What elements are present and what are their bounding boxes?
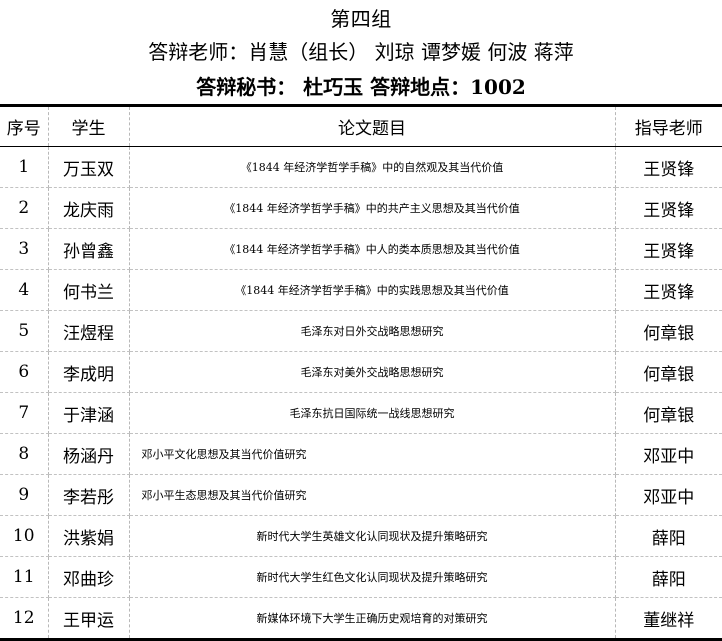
cell-thesis-title: 毛泽东对美外交战略思想研究	[129, 351, 616, 393]
column-header-index: 序号	[0, 105, 49, 147]
cell-student-name: 洪紫娟	[48, 515, 130, 557]
cell-mentor: 邓亚中	[615, 433, 722, 475]
cell-mentor: 何章银	[615, 392, 722, 434]
thesis-roster-table: 序号 学生 论文题目 指导老师 1 万玉双 《1844 年经济学哲学手稿》中的自然观…	[0, 104, 722, 641]
cell-index: 4	[0, 269, 49, 311]
cell-index: 1	[0, 146, 49, 188]
cell-index: 5	[0, 310, 49, 352]
cell-thesis-title: 《1844 年经济学哲学手稿》中的自然观及其当代价值	[129, 146, 616, 188]
defense-secretary-line: 答辩秘书： 杜巧玉 答辩地点：1002	[196, 75, 526, 99]
cell-mentor: 何章银	[615, 351, 722, 393]
table-body: 1 万玉双 《1844 年经济学哲学手稿》中的自然观及其当代价值 王贤锋 2 龙庆雨 《18…	[0, 146, 722, 640]
cell-mentor: 薛阳	[615, 556, 722, 598]
table-row: 8 杨涵丹 邓小平文化思想及其当代价值研究 邓亚中	[0, 433, 722, 475]
cell-thesis-title: 新时代大学生红色文化认同现状及提升策略研究	[129, 556, 616, 598]
cell-student-name: 龙庆雨	[48, 187, 130, 229]
table-row: 11 邓曲珍 新时代大学生红色文化认同现状及提升策略研究 薛阳	[0, 556, 722, 598]
cell-thesis-title: 《1844 年经济学哲学手稿》中的实践思想及其当代价值	[129, 269, 616, 311]
cell-index: 2	[0, 187, 49, 229]
cell-index: 3	[0, 228, 49, 270]
table-header: 序号 学生 论文题目 指导老师	[0, 105, 722, 147]
cell-index: 11	[0, 556, 49, 598]
cell-index: 9	[0, 474, 49, 516]
cell-mentor: 董继祥	[643, 610, 695, 631]
column-header-thesis-title: 论文题目	[129, 105, 616, 147]
column-header-mentor: 指导老师	[615, 105, 722, 147]
cell-thesis-title: 毛泽东对日外交战略思想研究	[129, 310, 616, 352]
cell-thesis-title: 新媒体环境下大学生正确历史观培育的对策研究	[129, 597, 616, 640]
cell-mentor: 王贤锋	[615, 228, 722, 270]
cell-student-name: 万玉双	[48, 146, 130, 188]
cell-index: 6	[0, 351, 49, 393]
cell-mentor: 何章银	[615, 310, 722, 352]
table-row: 4 何书兰 《1844 年经济学哲学手稿》中的实践思想及其当代价值 王贤锋	[0, 269, 722, 311]
cell-thesis-title: 邓小平生态思想及其当代价值研究	[129, 474, 616, 516]
table-row: 12 王甲运 新媒体环境下大学生正确历史观培育的对策研究 董继祥	[0, 597, 722, 640]
cell-student-name: 李若彤	[48, 474, 130, 516]
page-title: 第四组	[330, 7, 392, 31]
table-row: 1 万玉双 《1844 年经济学哲学手稿》中的自然观及其当代价值 王贤锋	[0, 146, 722, 188]
table-row: 2 龙庆雨 《1844 年经济学哲学手稿》中的共产主义思想及其当代价值 王贤锋	[0, 187, 722, 229]
cell-mentor: 王贤锋	[615, 146, 722, 188]
column-header-student: 学生	[48, 105, 130, 147]
cell-mentor: 邓亚中	[615, 474, 722, 516]
defense-panel-line: 答辩老师：肖慧（组长） 刘琼 谭梦媛 何波 蒋萍	[148, 40, 574, 64]
document-heading: 第四组 答辩老师：肖慧（组长） 刘琼 谭梦媛 何波 蒋萍 答辩秘书： 杜巧玉 答…	[0, 0, 722, 104]
table-row: 10 洪紫娟 新时代大学生英雄文化认同现状及提升策略研究 薛阳	[0, 515, 722, 557]
cell-index: 12	[0, 597, 49, 640]
cell-index: 8	[0, 433, 49, 475]
cell-student-name: 汪煜程	[48, 310, 130, 352]
cell-thesis-title: 新时代大学生英雄文化认同现状及提升策略研究	[129, 515, 616, 557]
cell-student-name: 于津涵	[48, 392, 130, 434]
cell-thesis-title: 毛泽东抗日国际统一战线思想研究	[129, 392, 616, 434]
cell-mentor: 王贤锋	[615, 269, 722, 311]
cell-student-name: 杨涵丹	[48, 433, 130, 475]
cell-student-name: 何书兰	[48, 269, 130, 311]
cell-index: 10	[0, 515, 49, 557]
cell-mentor: 薛阳	[615, 515, 722, 557]
cell-thesis-title: 《1844 年经济学哲学手稿》中人的类本质思想及其当代价值	[129, 228, 616, 270]
table-row: 3 孙曾鑫 《1844 年经济学哲学手稿》中人的类本质思想及其当代价值 王贤锋	[0, 228, 722, 270]
table-header-row: 序号 学生 论文题目 指导老师	[0, 105, 722, 147]
table-row: 9 李若彤 邓小平生态思想及其当代价值研究 邓亚中	[0, 474, 722, 516]
cell-index: 7	[0, 392, 49, 434]
table-row: 6 李成明 毛泽东对美外交战略思想研究 何章银	[0, 351, 722, 393]
cell-student-name: 孙曾鑫	[48, 228, 130, 270]
cell-student-name: 邓曲珍	[48, 556, 130, 598]
table-row: 7 于津涵 毛泽东抗日国际统一战线思想研究 何章银	[0, 392, 722, 434]
cell-thesis-title: 邓小平文化思想及其当代价值研究	[129, 433, 616, 475]
cell-student-name: 王甲运	[48, 597, 130, 640]
table-row: 5 汪煜程 毛泽东对日外交战略思想研究 何章银	[0, 310, 722, 352]
cell-thesis-title: 《1844 年经济学哲学手稿》中的共产主义思想及其当代价值	[129, 187, 616, 229]
cell-student-name: 李成明	[48, 351, 130, 393]
cell-mentor: 王贤锋	[615, 187, 722, 229]
